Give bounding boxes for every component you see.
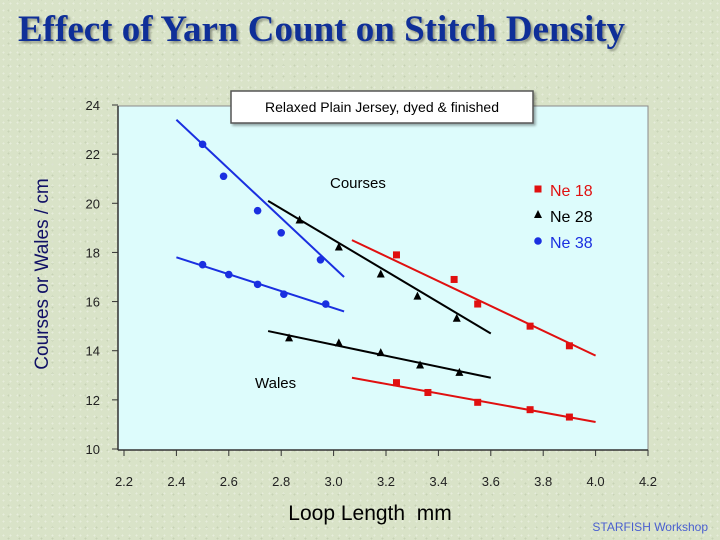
data-point-wales-ne18: [526, 406, 534, 414]
x-tick-label: 2.2: [115, 474, 133, 489]
x-tick-label: 2.6: [220, 474, 238, 489]
data-point-courses-ne38: [316, 255, 325, 264]
data-point-wales-ne38: [198, 260, 207, 269]
axes: 10 12 14 16 18 20 22 24 2.2 2.4 2.6 2.8 3.0 3.2 3.4 3.6…: [86, 98, 658, 489]
legend-marker-ne28: [534, 210, 542, 218]
legend-label: Ne 18: [550, 183, 593, 200]
data-point-courses-ne38: [198, 140, 207, 149]
data-point-wales-ne38: [253, 280, 262, 289]
x-tick-label: 3.0: [325, 474, 343, 489]
subtitle-box: Relaxed Plain Jersey, dyed & finished: [230, 90, 534, 124]
x-axis-label: Loop Length mm: [288, 502, 451, 525]
footer-credit: STARFISH Workshop: [592, 520, 708, 534]
data-point-wales-ne28: [334, 338, 343, 347]
x-tick-label: 3.4: [429, 474, 447, 489]
data-point-wales-ne38: [225, 270, 233, 279]
x-tick-label: 2.4: [167, 474, 185, 489]
x-tick-label: 3.8: [534, 474, 552, 489]
fit-line-courses-ne28: [267, 199, 492, 335]
subtitle-box-bg: [230, 90, 534, 124]
data-point-courses-ne28: [334, 242, 343, 251]
legend-label: Ne 28: [550, 209, 593, 226]
plot-area: [117, 105, 649, 451]
y-tick-label: 12: [86, 393, 100, 408]
data-point-wales-ne18: [474, 398, 482, 406]
legend-marker-ne18: [534, 185, 542, 193]
y-tick-label: 22: [86, 147, 100, 162]
data-point-wales-ne18: [565, 413, 573, 421]
chart-title: Effect of Yarn Count on Stitch Density: [18, 9, 626, 50]
data-point-wales-ne18: [424, 388, 432, 396]
data-point-courses-ne18: [392, 251, 400, 259]
data-point-courses-ne28: [452, 313, 461, 322]
legend: Ne 18 Ne 28 Ne 38: [534, 183, 593, 252]
data-point-courses-ne18: [474, 300, 482, 308]
data-point-wales-ne28: [285, 333, 294, 342]
fit-line-courses-ne18: [351, 239, 597, 357]
x-tick-label: 3.2: [377, 474, 395, 489]
data-point-courses-ne18: [450, 275, 458, 283]
x-tick-label: 4.0: [587, 474, 605, 489]
y-tick-label: 20: [86, 196, 100, 211]
data-point-wales-ne28: [376, 348, 385, 357]
chart-subtitle: Relaxed Plain Jersey, dyed & finished: [265, 99, 499, 115]
data-point-courses-ne28: [413, 291, 422, 300]
y-tick-label: 24: [86, 98, 100, 113]
y-tick-label: 10: [86, 442, 100, 457]
x-tick-label: 4.2: [639, 474, 657, 489]
data-markers: [198, 140, 573, 421]
fit-line-wales-ne18: [351, 376, 596, 423]
x-tick-label: 3.6: [482, 474, 500, 489]
data-point-wales-ne38: [280, 290, 288, 299]
legend-marker-ne38: [534, 237, 542, 245]
data-point-courses-ne28: [376, 269, 385, 278]
data-point-courses-ne18: [526, 322, 534, 330]
annotation-wales: Wales: [255, 375, 296, 392]
data-point-wales-ne38: [321, 300, 330, 308]
annotation-courses: Courses: [330, 175, 386, 192]
legend-label: Ne 38: [550, 235, 593, 252]
data-point-wales-ne28: [416, 360, 425, 369]
data-point-courses-ne38: [277, 228, 286, 237]
y-axis-label: Courses or Wales / cm: [32, 178, 53, 369]
data-point-courses-ne38: [219, 172, 228, 181]
y-tick-label: 16: [86, 295, 100, 310]
data-point-courses-ne18: [565, 342, 573, 350]
y-tick-label: 14: [86, 344, 100, 359]
x-tick-label: 2.8: [272, 474, 290, 489]
data-point-wales-ne18: [392, 379, 400, 387]
data-point-wales-ne28: [455, 367, 464, 376]
data-point-courses-ne28: [295, 215, 304, 224]
y-tick-label: 18: [86, 245, 100, 260]
data-point-courses-ne38: [253, 206, 262, 215]
